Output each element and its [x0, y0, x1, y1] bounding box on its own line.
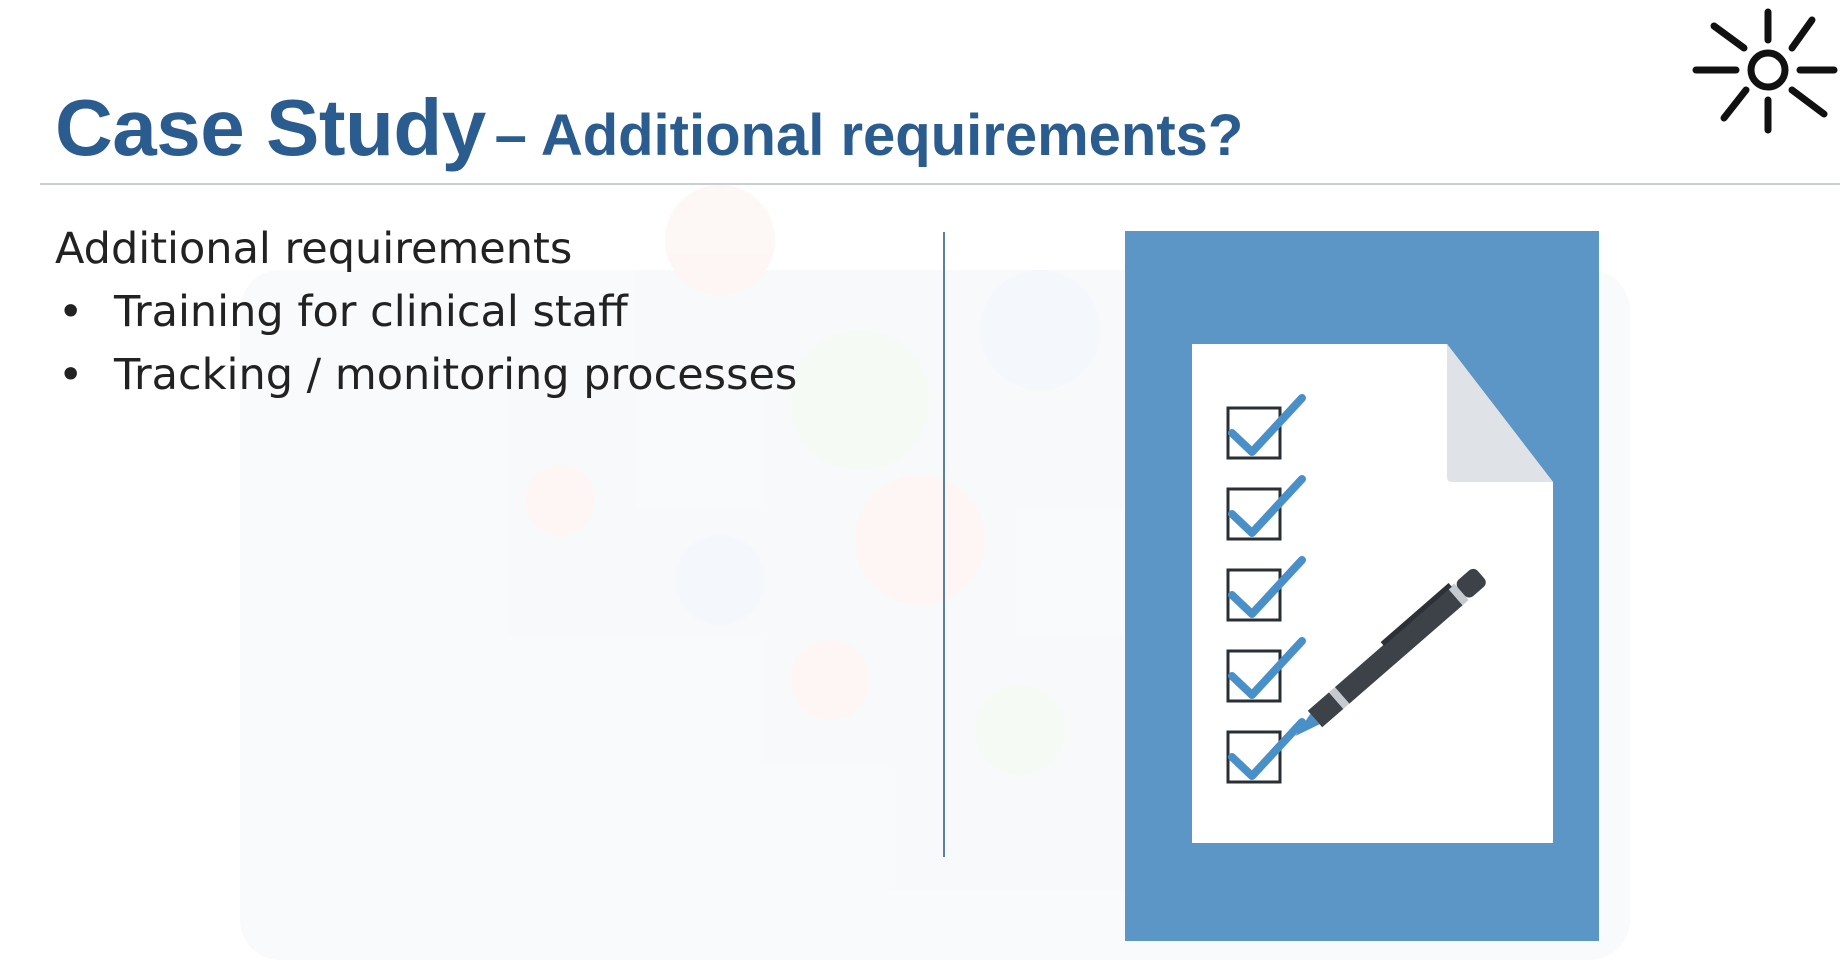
paper-fold	[1447, 344, 1553, 482]
title-main: Case Study	[55, 83, 486, 172]
slide-title: Case Study – Additional requirements?	[55, 88, 1243, 168]
checklist-with-pen-icon	[1125, 231, 1599, 941]
bullet-text: Tracking / monitoring processes	[114, 350, 798, 400]
content-left: Additional requirements • Training for c…	[55, 218, 797, 407]
bullet-list: • Training for clinical staff • Tracking…	[55, 281, 797, 407]
bullet-text: Training for clinical staff	[114, 287, 628, 337]
bullet-dot-icon: •	[58, 350, 84, 400]
pen	[1295, 568, 1486, 737]
content-heading: Additional requirements	[55, 224, 573, 274]
bullet-dot-icon: •	[58, 287, 84, 337]
vertical-divider	[943, 232, 945, 857]
title-divider	[40, 183, 1840, 185]
title-sub: – Additional requirements?	[494, 103, 1244, 168]
sun-icon	[1692, 8, 1838, 134]
bullet-item: • Tracking / monitoring processes	[55, 344, 797, 407]
bullet-item: • Training for clinical staff	[55, 281, 797, 344]
checkbox-list	[1226, 394, 1306, 784]
